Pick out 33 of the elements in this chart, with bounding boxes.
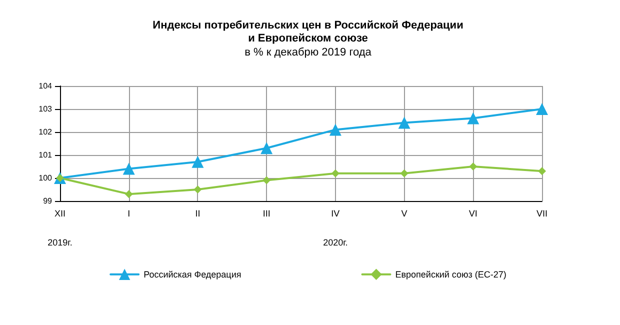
x-tick-label: III xyxy=(262,208,270,218)
x-tick-label: IV xyxy=(331,208,340,218)
x-tick-label: I xyxy=(128,208,130,218)
point xyxy=(192,156,204,168)
point xyxy=(467,112,480,124)
text: 2019г. xyxy=(48,238,72,248)
point xyxy=(262,176,271,184)
x-tick-label: XII xyxy=(54,208,66,218)
text: 2020г. xyxy=(323,238,348,248)
point xyxy=(538,167,546,176)
legend-label: Российская Федерация xyxy=(144,269,242,280)
point xyxy=(194,186,202,194)
point xyxy=(122,162,135,175)
point xyxy=(124,190,133,198)
legend-label: Европейский союз (ЕС-27) xyxy=(395,269,506,280)
point xyxy=(331,169,340,178)
point xyxy=(398,116,410,129)
chart-subtitle: в % к декабрю 2019 года xyxy=(244,46,372,58)
point xyxy=(536,103,548,115)
x-tick-label: VI xyxy=(468,208,478,218)
x-tick-label: VII xyxy=(536,208,548,218)
y-tick-label: 99 xyxy=(43,196,53,206)
point xyxy=(400,169,408,178)
y-tick-label: 102 xyxy=(38,128,53,136)
x-tick-label: V xyxy=(401,208,408,218)
point xyxy=(329,124,342,136)
y-tick-label: 103 xyxy=(38,104,53,114)
y-tick-label: 104 xyxy=(38,82,53,90)
point xyxy=(469,162,478,170)
x-tick-label: II xyxy=(195,208,200,218)
y-tick-label: 100 xyxy=(38,174,53,182)
point xyxy=(260,142,273,154)
y-tick-label: 101 xyxy=(38,150,53,160)
